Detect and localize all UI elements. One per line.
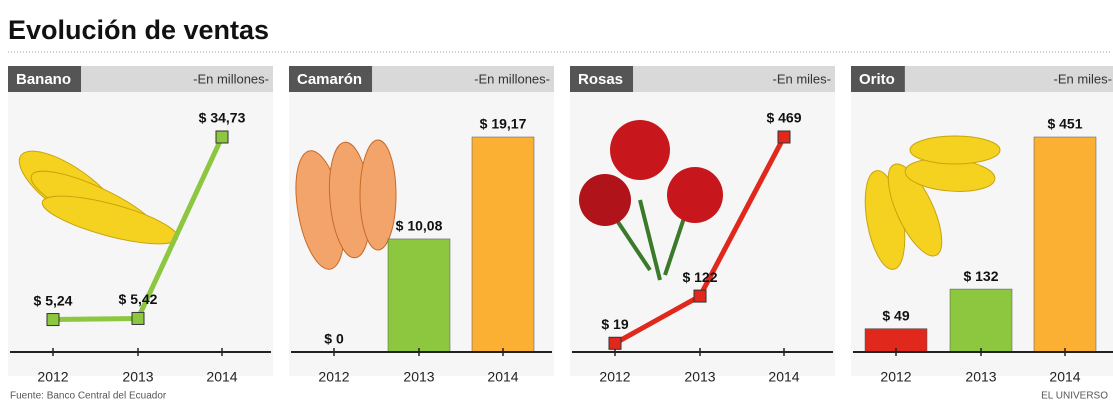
bar bbox=[950, 289, 1012, 352]
panel-subtitle: -En miles- bbox=[772, 71, 831, 86]
x-tick-label: 2013 bbox=[403, 369, 434, 385]
marker bbox=[778, 131, 790, 143]
value-label: $ 469 bbox=[766, 110, 801, 126]
x-tick-label: 2014 bbox=[487, 369, 518, 385]
panel-subtitle: -En millones- bbox=[193, 71, 269, 86]
value-label: $ 19,17 bbox=[480, 116, 527, 132]
panel-title: Camarón bbox=[297, 71, 362, 88]
marker bbox=[47, 314, 59, 326]
panel-title: Banano bbox=[16, 71, 71, 88]
x-tick-label: 2012 bbox=[37, 369, 68, 385]
panel-subtitle: -En miles- bbox=[1053, 71, 1112, 86]
marker bbox=[132, 312, 144, 324]
value-label: $ 0 bbox=[324, 331, 344, 347]
panel-title: Orito bbox=[859, 71, 895, 88]
credit: EL UNIVERSO bbox=[1041, 391, 1108, 401]
infographic: Evolución de ventas Fuente: Banco Centra… bbox=[0, 0, 1113, 401]
value-label: $ 132 bbox=[963, 268, 998, 284]
panel-title: Rosas bbox=[578, 71, 623, 88]
x-tick-label: 2012 bbox=[318, 369, 349, 385]
x-tick-label: 2013 bbox=[122, 369, 153, 385]
value-label: $ 19 bbox=[601, 316, 628, 332]
value-label: $ 451 bbox=[1047, 116, 1082, 132]
x-tick-label: 2014 bbox=[1049, 369, 1080, 385]
x-tick-label: 2014 bbox=[206, 369, 237, 385]
value-label: $ 5,24 bbox=[34, 292, 73, 308]
marker bbox=[609, 337, 621, 349]
bar bbox=[388, 239, 450, 352]
bar bbox=[1034, 137, 1096, 352]
x-tick-label: 2012 bbox=[880, 369, 911, 385]
panel-subtitle: -En millones- bbox=[474, 71, 550, 86]
value-label: $ 34,73 bbox=[199, 110, 246, 126]
bar bbox=[472, 137, 534, 352]
value-label: $ 10,08 bbox=[396, 218, 443, 234]
source: Fuente: Banco Central del Ecuador bbox=[10, 391, 167, 401]
x-tick-label: 2013 bbox=[684, 369, 715, 385]
x-tick-label: 2013 bbox=[965, 369, 996, 385]
x-tick-label: 2014 bbox=[768, 369, 799, 385]
marker bbox=[216, 131, 228, 143]
value-label: $ 5,42 bbox=[119, 291, 158, 307]
x-tick-label: 2012 bbox=[599, 369, 630, 385]
value-label: $ 122 bbox=[682, 269, 717, 285]
value-label: $ 49 bbox=[882, 307, 909, 323]
marker bbox=[694, 290, 706, 302]
page-title: Evolución de ventas bbox=[8, 15, 269, 45]
